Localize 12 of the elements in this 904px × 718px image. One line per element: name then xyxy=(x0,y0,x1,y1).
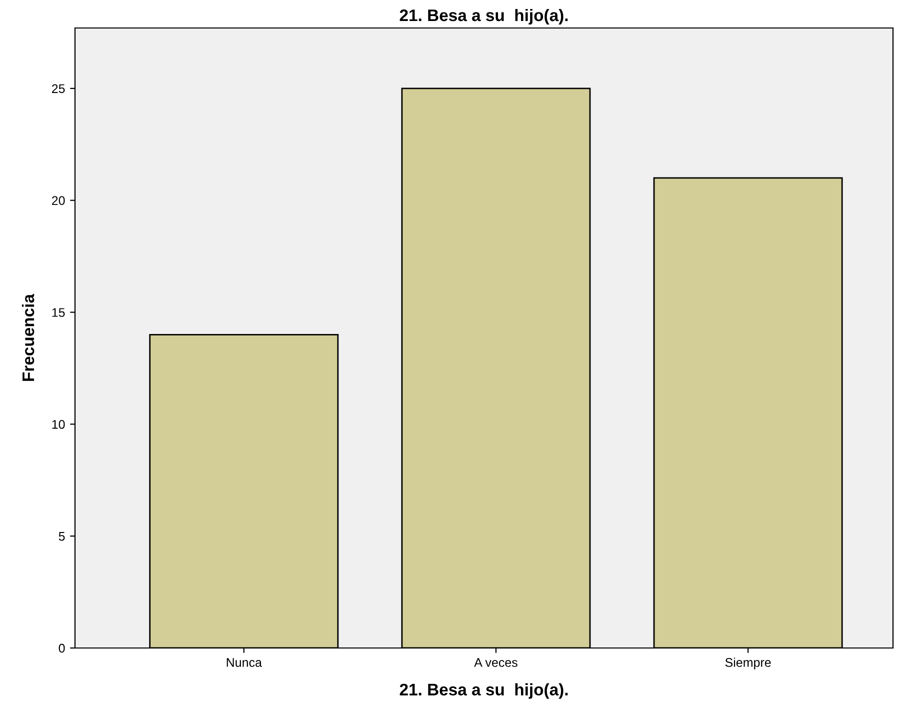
y-tick-label: 15 xyxy=(52,308,65,317)
x-axis-title: 21. Besa a su hijo(a). xyxy=(400,683,568,699)
x-tick-label: A veces xyxy=(474,658,518,667)
y-tick-label: 0 xyxy=(58,644,65,653)
y-axis-title: Frecuencia xyxy=(22,294,34,381)
x-tick-label: Nunca xyxy=(226,658,262,667)
y-tick-label: 20 xyxy=(52,196,65,205)
x-tick-label: Siempre xyxy=(725,658,771,670)
y-tick-label: 10 xyxy=(52,420,65,429)
y-tick-label: 5 xyxy=(58,532,65,541)
y-tick-label: 25 xyxy=(52,84,65,94)
chart-title: 21. Besa a su hijo(a). xyxy=(400,8,568,25)
